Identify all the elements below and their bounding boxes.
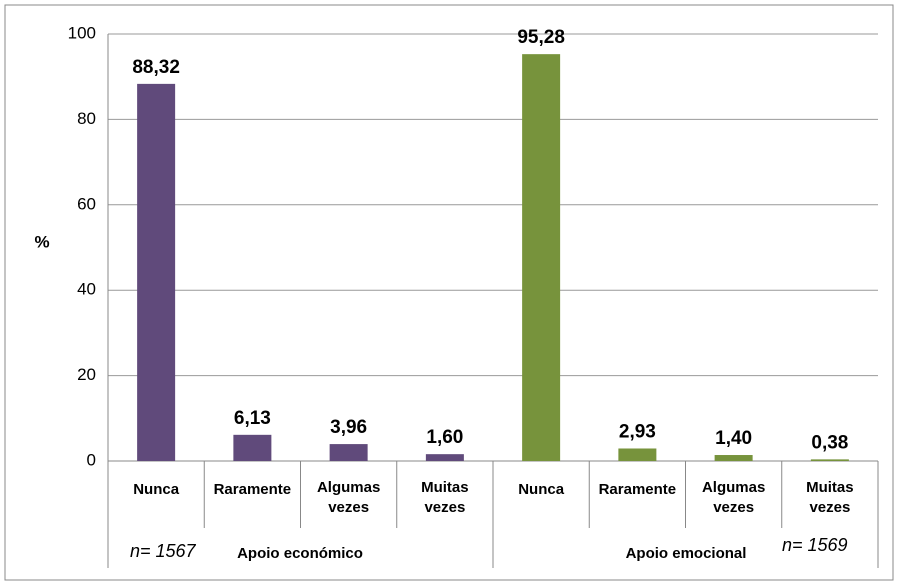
y-tick-label: 60 (77, 194, 96, 213)
y-tick-label: 100 (68, 23, 96, 42)
bar (137, 83, 176, 461)
sample-size: n= 1567 (130, 541, 197, 561)
value-label: 88,32 (132, 57, 180, 78)
sample-size: n= 1569 (782, 535, 848, 555)
y-axis-label: % (34, 232, 49, 251)
x-tick-label: Algumas vezes (701, 479, 766, 516)
value-label: 1,40 (715, 428, 752, 449)
x-tick-label: Nunca (518, 481, 565, 498)
y-tick-label: 80 (77, 109, 96, 128)
x-tick-label: Nunca (133, 481, 180, 498)
y-tick-label: 20 (77, 365, 96, 384)
value-label: 0,38 (811, 432, 848, 453)
value-label: 95,28 (517, 27, 565, 48)
x-tick-label: Algumas vezes (316, 479, 381, 516)
value-label: 6,13 (234, 408, 271, 429)
bar (233, 434, 272, 461)
value-label: 1,60 (426, 427, 463, 448)
y-tick-label: 40 (77, 280, 96, 299)
value-label: 2,93 (619, 422, 656, 443)
group-label: Apoio económico (237, 545, 363, 562)
group-label: Apoio emocional (626, 545, 747, 562)
bar (714, 455, 753, 461)
x-tick-label: Muitas vezes (806, 479, 854, 516)
bar (329, 444, 368, 461)
bar (618, 448, 657, 461)
bar (810, 459, 849, 461)
x-tick-label: Muitas vezes (421, 479, 469, 516)
value-label: 3,96 (330, 417, 367, 438)
y-tick-label: 0 (87, 450, 96, 469)
x-tick-label: Raramente (213, 481, 292, 498)
x-tick-label: Raramente (598, 481, 677, 498)
bar (522, 54, 561, 462)
bar (425, 454, 464, 461)
